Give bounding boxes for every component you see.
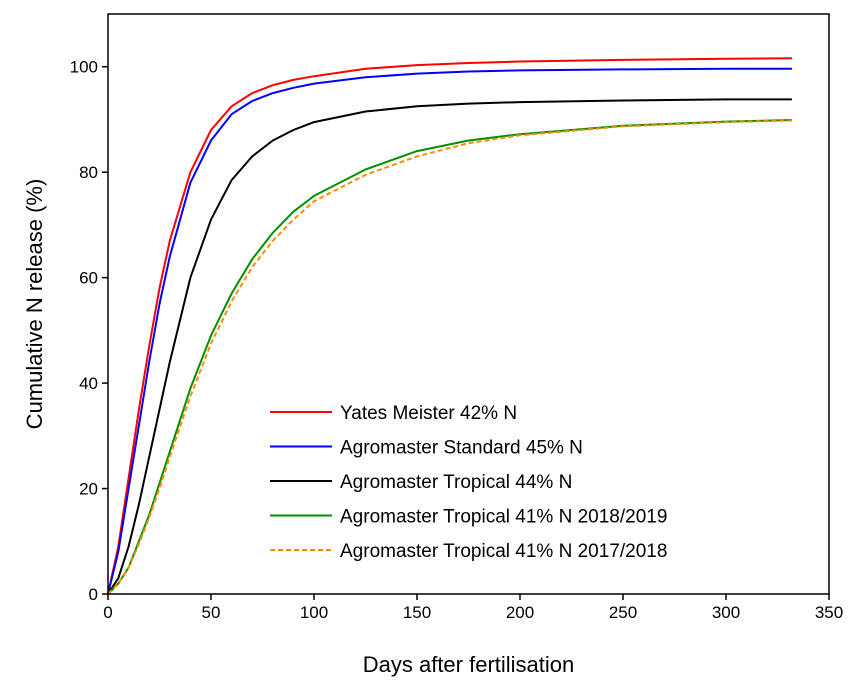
legend-label-3: Agromaster Tropical 44% N [340,472,572,493]
y-axis: 0 20 40 60 80 100 [70,58,108,604]
y-tick-label: 40 [79,374,98,393]
x-tick-label: 50 [202,603,221,622]
legend-label-4: Agromaster Tropical 41% N 2018/2019 [340,507,667,528]
x-tick-label: 350 [815,603,843,622]
plot-area [107,57,792,595]
y-axis-title: Cumulative N release (%) [22,179,47,430]
y-tick-label: 100 [70,58,98,77]
legend-label-1: Yates Meister 42% N [340,403,517,424]
series-line-4 [107,119,792,595]
legend: Yates Meister 42% N Agromaster Standard 4… [270,403,667,562]
y-tick-label: 0 [89,585,98,604]
x-tick-label: 250 [609,603,637,622]
x-tick-label: 0 [103,603,112,622]
series-line-3 [107,98,792,595]
legend-label-2: Agromaster Standard 45% N [340,438,583,459]
y-tick-label: 60 [79,269,98,288]
x-axis: 0 50 100 150 200 250 300 350 [103,594,843,622]
y-tick-label: 80 [79,163,98,182]
x-tick-label: 300 [712,603,740,622]
plot-frame [107,13,830,595]
series-line-1 [107,57,792,595]
series-line-2 [107,67,792,595]
x-tick-label: 100 [300,603,328,622]
series-line-5 [107,119,792,595]
y-tick-label: 20 [79,480,98,499]
legend-label-5: Agromaster Tropical 41% N 2017/2018 [340,541,667,562]
x-tick-label: 200 [506,603,534,622]
x-axis-title: Days after fertilisation [363,652,575,677]
x-tick-label: 150 [403,603,431,622]
